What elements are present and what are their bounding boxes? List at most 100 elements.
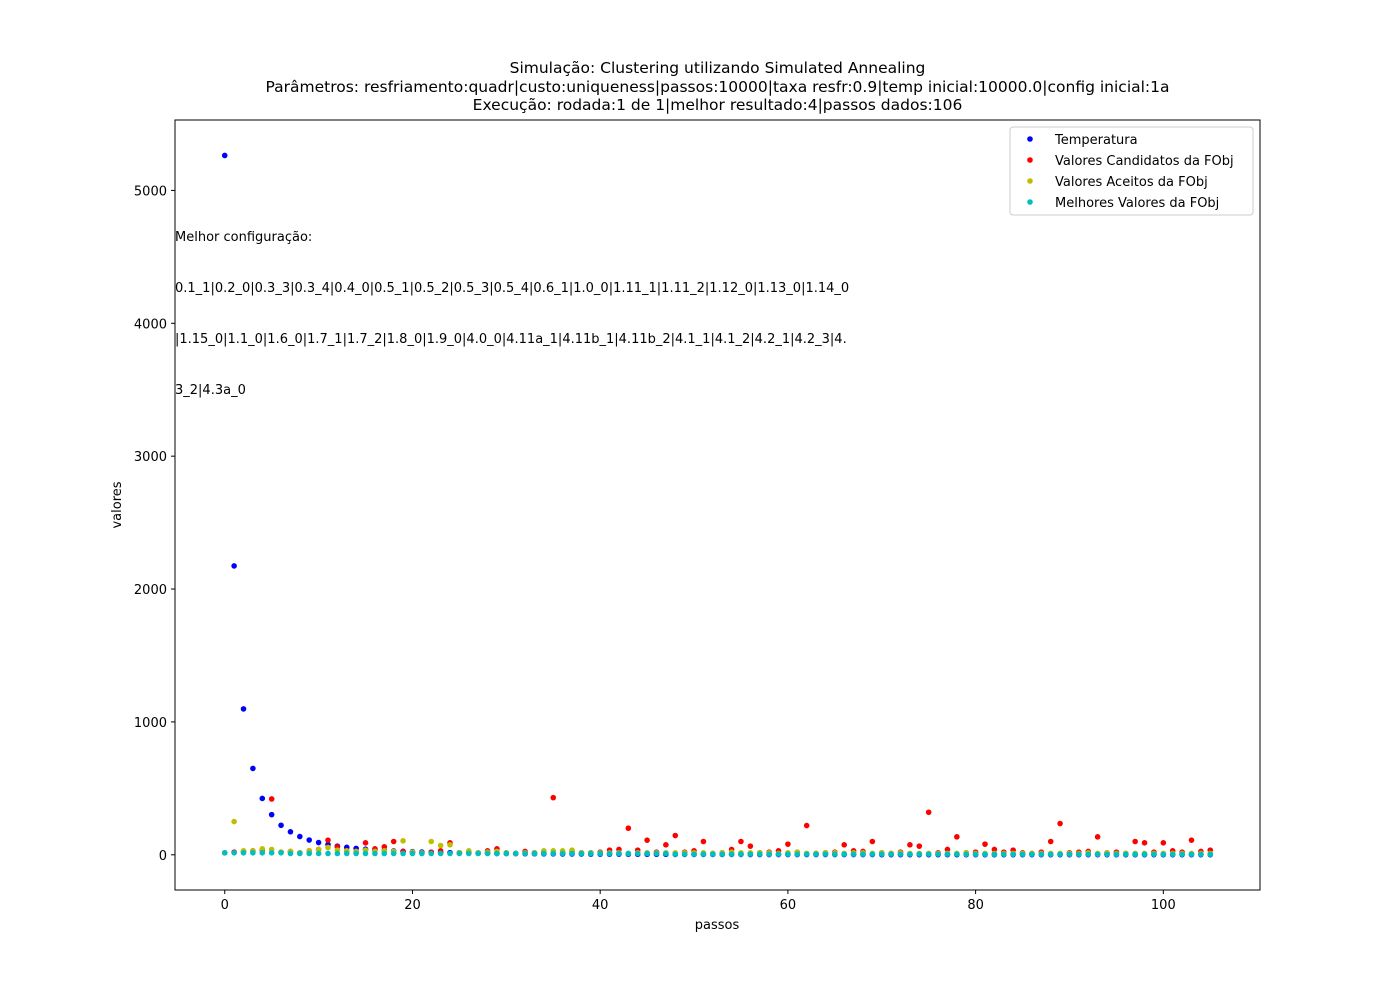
series-4-point <box>869 851 876 857</box>
chart-title-line-1: Simulação: Clustering utilizando Simulat… <box>509 59 926 77</box>
series-4-point <box>738 851 744 857</box>
series-4-point <box>1029 851 1035 858</box>
series-4-point <box>803 851 810 857</box>
series-1-point <box>297 833 303 840</box>
series-1-point <box>240 706 247 712</box>
series-3-point <box>231 818 237 825</box>
y-tick-label: 5000 <box>134 184 167 199</box>
series-4-point <box>531 850 538 857</box>
series-4-point <box>409 850 416 857</box>
series-1-point <box>221 152 228 159</box>
series-4-point <box>991 851 998 858</box>
series-4-point <box>541 850 547 857</box>
series-3-point <box>447 842 453 848</box>
series-2-points <box>221 794 1214 857</box>
series-4-point <box>1019 851 1026 858</box>
series-4-point <box>240 850 247 856</box>
series-4-points <box>221 850 1214 858</box>
series-4-point <box>850 851 857 857</box>
series-2-point <box>738 838 744 845</box>
series-4-point <box>297 850 303 857</box>
legend-label: Valores Aceitos da FObj <box>1055 175 1208 190</box>
x-axis-label: passos <box>695 918 740 933</box>
chart-title-line-3: Execução: rodada:1 de 1|melhor resultado… <box>472 96 963 114</box>
series-4-point <box>1094 851 1101 858</box>
series-4-point <box>372 850 378 857</box>
series-4-point <box>1122 851 1129 858</box>
series-2-point <box>1057 820 1063 827</box>
legend-marker <box>1027 178 1033 184</box>
series-4-point <box>484 850 491 857</box>
series-4-point <box>832 851 838 857</box>
series-2-point <box>841 842 848 848</box>
series-4-point <box>1198 851 1204 858</box>
annotation-line-3: |1.15_0|1.1_0|1.6_0|1.7_1|1.7_2|1.8_0|1.… <box>175 332 847 347</box>
series-4-point <box>653 850 660 857</box>
series-4-point <box>334 850 341 857</box>
legend-label: Temperatura <box>1054 133 1138 148</box>
series-1-point <box>259 795 266 802</box>
series-1-point <box>315 839 322 846</box>
series-4-point <box>287 850 294 857</box>
series-1-point <box>268 811 275 818</box>
series-4-point <box>268 850 275 856</box>
y-tick-label: 0 <box>159 849 167 864</box>
series-4-point <box>250 850 256 856</box>
series-2-point <box>325 837 331 843</box>
series-4-point <box>1207 851 1214 858</box>
series-4-point <box>822 851 829 857</box>
series-2-point <box>644 837 650 843</box>
series-4-point <box>1076 851 1082 858</box>
series-2-point <box>907 842 913 848</box>
series-2-point <box>362 840 369 846</box>
series-4-point <box>606 850 613 857</box>
annotation-line-4: 3_2|4.3a_0 <box>175 383 246 398</box>
series-2-point <box>1160 840 1167 846</box>
series-4-point <box>221 850 228 856</box>
series-4-point <box>616 850 622 857</box>
series-1-point <box>231 563 237 569</box>
annotation-line-2: 0.1_1|0.2_0|0.3_3|0.3_4|0.4_0|0.5_1|0.5_… <box>175 281 850 296</box>
series-2-point <box>982 841 988 847</box>
series-3-points <box>221 818 1214 857</box>
series-4-point <box>306 850 313 857</box>
series-4-point <box>860 851 866 857</box>
series-4-point <box>775 851 782 857</box>
series-2-point <box>390 838 397 845</box>
series-4-point <box>1169 851 1176 858</box>
series-4-point <box>907 851 913 857</box>
series-2-point <box>1094 834 1101 840</box>
series-3-point <box>259 846 266 852</box>
series-4-point <box>1038 851 1045 858</box>
series-4-point <box>1066 851 1073 858</box>
x-tick-label: 100 <box>1151 898 1176 913</box>
series-3-point <box>428 838 435 845</box>
series-4-point <box>644 850 650 857</box>
series-4-point <box>1179 851 1185 858</box>
series-4-point <box>766 851 772 857</box>
series-3-point <box>400 838 406 844</box>
series-4-point <box>1085 851 1092 858</box>
series-4-point <box>916 851 923 857</box>
annotation-line-1: Melhor configuração: <box>175 230 313 245</box>
series-4-point <box>1151 851 1157 858</box>
series-4-point <box>465 850 472 857</box>
series-4-point <box>437 850 444 857</box>
series-4-point <box>625 850 632 857</box>
y-tick-label: 4000 <box>134 317 167 332</box>
y-axis-label: valores <box>110 481 125 528</box>
series-4-point <box>1057 851 1063 858</box>
series-4-point <box>362 850 369 857</box>
series-4-point <box>935 851 941 857</box>
series-1-point <box>287 829 294 835</box>
best-configuration-annotation: Melhor configuração: 0.1_1|0.2_0|0.3_3|0… <box>175 195 849 416</box>
series-4-point <box>1000 851 1007 858</box>
series-2-point <box>785 841 791 847</box>
series-2-point <box>1132 838 1138 845</box>
series-2-point <box>550 794 557 801</box>
series-4-point <box>681 851 688 857</box>
series-4-point <box>419 850 425 857</box>
series-2-point <box>663 842 669 848</box>
series-4-point <box>325 850 331 857</box>
